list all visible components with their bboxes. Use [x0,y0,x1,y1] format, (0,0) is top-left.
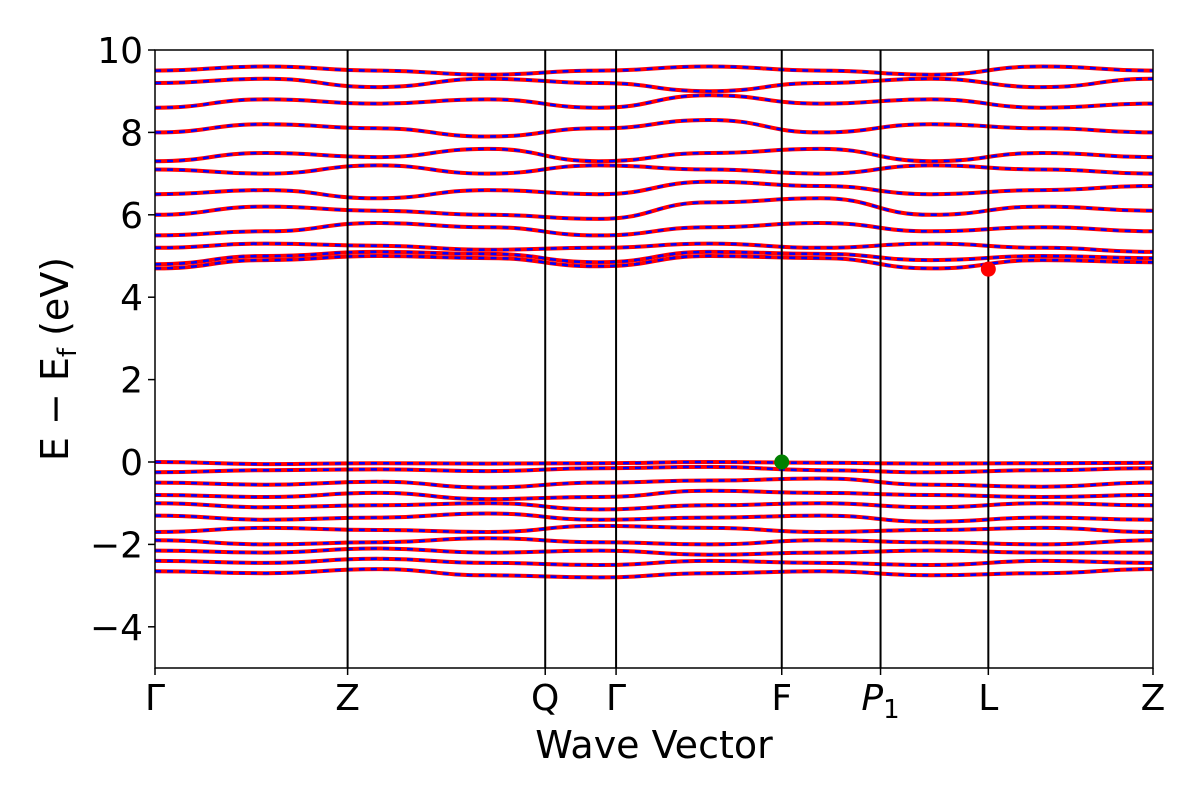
band-spin-down-10 [155,567,1153,579]
y-tick-label-3: 2 [120,361,143,402]
valence-band-maximum-marker [774,454,790,470]
band-spin-down-1 [155,465,1153,474]
band-spin-down-21 [155,77,1153,93]
band-spin-down-0 [155,460,1153,466]
y-tick-label-1: −2 [90,525,143,566]
conduction-band-minimum-marker [980,261,996,277]
y-axis-label-main: E − E [33,357,77,461]
y-tick-label-0: −4 [90,608,143,649]
band-spin-down-8 [155,547,1153,556]
x-tick-label-3: Γ [606,678,626,719]
y-axis-label-sub: f [53,347,83,357]
band-spin-down-6 [155,524,1153,534]
y-tick-label-7: 10 [97,31,143,72]
y-axis-ticks: −4 −2 0 2 4 6 8 10 [90,31,155,649]
band-spin-down-22 [155,65,1153,76]
x-tick-label-7: Z [1141,678,1166,719]
band-spin-down-15 [155,197,1153,221]
y-tick-label-5: 6 [120,196,143,237]
x-tick-label-5: P1 [861,678,899,725]
band-spin-up-16 [155,179,1153,201]
band-spin-down-12 [155,250,1153,266]
band-spin-up-19 [155,117,1153,139]
band-spin-down-9 [155,557,1153,567]
band-spin-down-14 [155,221,1153,237]
band-spin-down-17 [155,164,1153,175]
band-spin-down-2 [155,477,1153,489]
x-tick-label-1: Z [335,678,360,719]
y-tick-label-4: 4 [120,278,143,319]
x-tick-label-4: F [771,678,792,719]
band-spin-down-16 [155,180,1153,200]
band-spin-down-13 [155,242,1153,254]
band-spin-down-4 [155,501,1153,511]
x-axis-label: Wave Vector [535,723,773,767]
band-spin-down-20 [155,94,1153,109]
y-axis-label-tail: (eV) [33,257,77,348]
high-symmetry-lines [346,50,990,668]
x-tick-label-0: Γ [145,678,165,719]
band-spin-down-18 [155,147,1153,163]
band-spin-down-7 [155,536,1153,546]
band-edge-markers [774,261,996,470]
x-axis-ticks: Γ Z Q Γ F P1 L Z [145,668,1165,725]
bands-layer [155,64,1153,580]
band-spin-down-5 [155,512,1153,523]
x-tick-label-2: Q [531,678,559,719]
y-tick-label-2: 0 [120,443,143,484]
plot-frame [154,49,1154,669]
y-tick-label-6: 8 [120,113,143,154]
y-axis-label: E − Ef (eV) [33,257,83,461]
x-tick-label-6: L [978,678,998,719]
band-spin-down-19 [155,118,1153,138]
band-spin-down-3 [155,489,1153,501]
